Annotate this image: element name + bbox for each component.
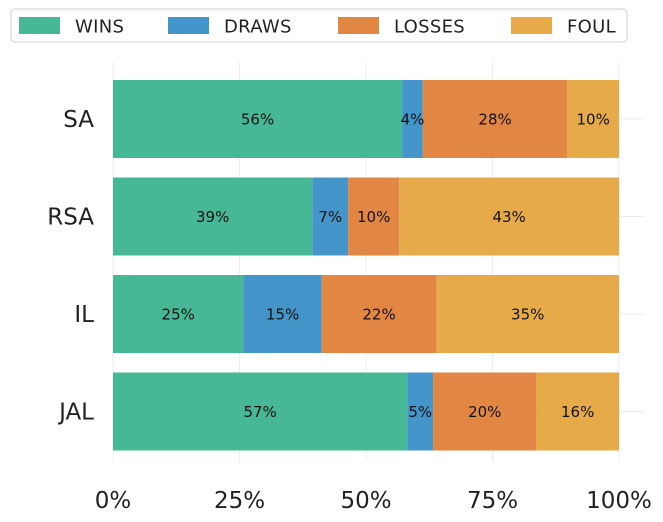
bar-losses-jal	[433, 372, 537, 451]
data-label-foul-rsa: 43%	[492, 208, 525, 226]
bar-wins-jal	[113, 372, 408, 451]
legend-label-wins: WINS	[75, 17, 124, 38]
x-tick-label: 100%	[586, 488, 652, 514]
data-label-wins-rsa: 39%	[196, 208, 229, 226]
data-label-foul-il: 35%	[511, 306, 544, 324]
data-label-draws-sa: 4%	[401, 111, 425, 129]
y-tick-label-sa: SA	[63, 107, 94, 133]
x-tick-label: 0%	[95, 488, 132, 514]
legend: WINS DRAWS LOSSES FOUL	[10, 8, 628, 43]
bar-draws-jal	[407, 372, 434, 451]
data-label-draws-jal: 5%	[408, 403, 432, 421]
data-label-draws-il: 15%	[266, 306, 299, 324]
data-label-foul-jal: 16%	[561, 403, 594, 421]
legend-swatch-wins	[19, 17, 60, 34]
bar-foul-sa	[567, 80, 619, 158]
bar-wins-rsa	[113, 177, 313, 256]
bar-losses-il	[321, 275, 437, 353]
x-tick-label: 75%	[467, 488, 518, 514]
data-label-losses-rsa: 10%	[357, 208, 390, 226]
data-label-draws-rsa: 7%	[318, 208, 342, 226]
y-tick-label-rsa: RSA	[47, 205, 94, 231]
legend-label-draws: DRAWS	[224, 17, 292, 38]
bar-draws-rsa	[312, 177, 349, 256]
bar-losses-rsa	[348, 177, 400, 256]
x-tick-label: 25%	[214, 488, 265, 514]
bar-foul-jal	[536, 372, 619, 451]
data-label-wins-jal: 57%	[243, 403, 276, 421]
bar-segments	[113, 80, 619, 451]
bar-foul-rsa	[399, 177, 619, 256]
legend-label-foul: FOUL	[567, 17, 616, 38]
data-label-losses-sa: 28%	[478, 111, 511, 129]
y-axis-category-labels: SA RSA IL JAL	[47, 107, 94, 426]
data-label-losses-jal: 20%	[468, 403, 501, 421]
legend-swatch-losses	[338, 17, 379, 34]
bar-losses-sa	[422, 80, 568, 158]
legend-label-losses: LOSSES	[394, 17, 465, 38]
bar-foul-il	[436, 275, 619, 353]
y-tick-label-il: IL	[74, 302, 94, 328]
x-tick-label: 50%	[340, 488, 391, 514]
legend-swatch-foul	[511, 17, 552, 34]
data-label-foul-sa: 10%	[577, 111, 610, 129]
bar-draws-il	[243, 275, 322, 353]
bar-wins-sa	[113, 80, 403, 158]
legend-frame	[10, 8, 628, 43]
bar-draws-sa	[402, 80, 423, 158]
legend-swatch-draws	[168, 17, 209, 34]
data-label-wins-il: 25%	[162, 306, 195, 324]
bar-wins-il	[113, 275, 244, 353]
y-tick-label-jal: JAL	[57, 400, 94, 426]
data-label-wins-sa: 56%	[241, 111, 274, 129]
data-label-losses-il: 22%	[362, 306, 395, 324]
value-labels: 56% 4% 28% 10% 39% 7% 10% 43% 25% 15% 22% 35% 57% 5% 2…	[162, 111, 610, 422]
x-axis-tick-labels: 0% 25% 50% 75% 100%	[95, 488, 652, 514]
